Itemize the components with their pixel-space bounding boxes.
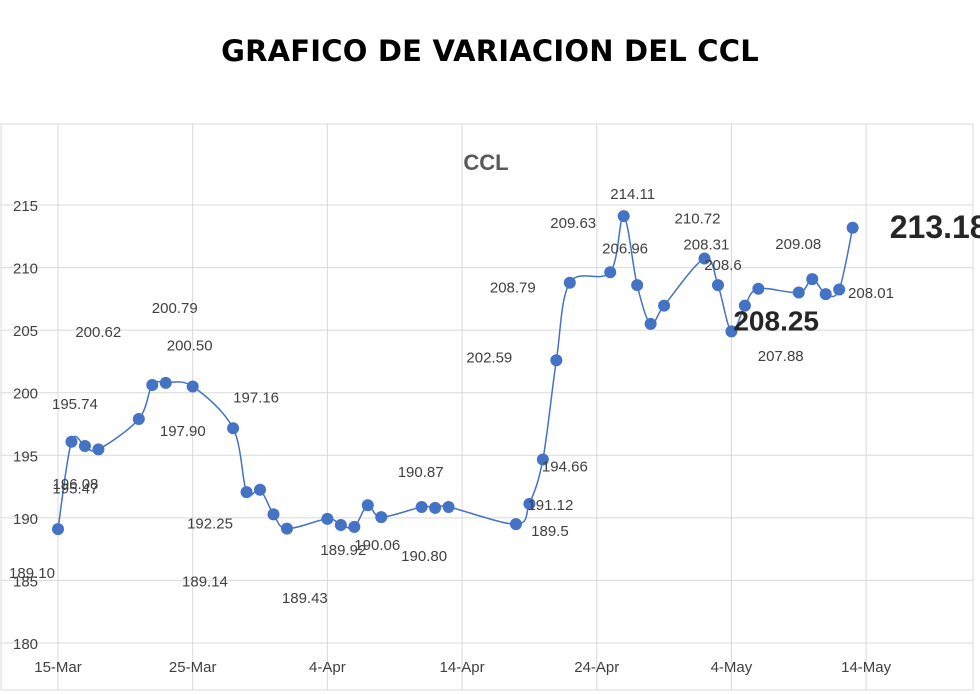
data-point-2021-03-18 [92, 443, 105, 456]
y-tick-label: 205 [13, 323, 38, 340]
data-point-2021-04-22 [563, 276, 576, 289]
data-point-2021-05-09 [792, 286, 805, 299]
chart-area [0, 123, 974, 691]
data-point-2021-03-15 [52, 523, 64, 536]
data-label: 208.6 [704, 257, 742, 274]
data-point-2021-04-12 [429, 501, 442, 514]
data-point-2021-05-13 [846, 221, 859, 234]
chart-title: CCL [463, 150, 508, 175]
data-label: 189.14 [182, 574, 228, 591]
data-label: 214.11 [610, 186, 655, 203]
data-point-2021-04-01 [280, 522, 293, 535]
data-label: 209.08 [775, 236, 821, 253]
y-tick-label: 210 [13, 261, 38, 278]
data-point-2021-05-02 [698, 252, 711, 265]
data-point-2021-03-21 [132, 412, 145, 425]
data-point-2021-03-23 [159, 376, 172, 389]
data-point-2021-04-19 [523, 497, 536, 510]
x-axis-tick-labels: 15-Mar 25-Mar 4-Apr 14-Apr 24-Apr 4-May 14-May [34, 659, 891, 676]
data-label: 200.50 [167, 337, 213, 354]
data-point-2021-05-10 [806, 273, 819, 286]
data-point-2021-05-03 [711, 279, 724, 292]
x-tick-label: 14-May [841, 659, 892, 676]
data-point-2021-03-25 [186, 380, 199, 393]
data-point-2021-05-04 [725, 325, 738, 338]
x-tick-label: 15-Mar [34, 659, 82, 676]
data-label: 195.47 [52, 480, 98, 497]
data-point-2021-03-29 [240, 486, 253, 499]
data-point-2021-03-31 [267, 508, 280, 521]
data-label: 190.87 [398, 464, 444, 481]
data-point-2021-04-26 [617, 210, 630, 223]
data-point-2021-03-22 [146, 378, 159, 391]
data-point-2021-04-25 [604, 266, 617, 279]
data-label: 196.08 [53, 476, 99, 493]
data-point-2021-04-13 [442, 500, 455, 513]
data-point-2021-04-04 [321, 512, 334, 525]
data-point-2021-04-18 [509, 518, 522, 531]
x-tick-label: 4-Apr [309, 659, 346, 676]
x-tick-label: 24-Apr [574, 659, 619, 676]
y-tick-label: 195 [13, 448, 38, 465]
data-point-2021-03-28 [227, 422, 240, 435]
data-point-2021-04-21 [550, 354, 563, 367]
data-point-2021-05-05 [738, 299, 751, 312]
page-title: GRAFICO DE VARIACION DEL CCL [221, 34, 759, 68]
data-point-2021-05-06 [752, 282, 765, 295]
series-points [52, 210, 859, 536]
data-label: 194.66 [542, 459, 588, 476]
data-label: 213.18 [890, 209, 980, 245]
data-label: 200.62 [75, 324, 121, 341]
y-tick-label: 185 [13, 573, 38, 590]
data-label: 208.25 [733, 305, 819, 336]
x-tick-label: 25-Mar [169, 659, 217, 676]
x-tick-label: 4-May [711, 659, 753, 676]
data-label: 202.59 [466, 349, 512, 366]
data-label: 191.12 [527, 497, 573, 514]
data-label: 206.96 [602, 241, 648, 258]
data-label: 195.74 [52, 396, 98, 413]
data-label: 209.63 [550, 215, 596, 232]
x-tick-label: 14-Apr [440, 659, 485, 676]
data-point-2021-03-30 [254, 483, 267, 496]
y-tick-label: 180 [13, 636, 38, 653]
data-point-2021-04-29 [658, 299, 671, 312]
data-label: 189.5 [531, 523, 569, 540]
data-point-2021-04-28 [644, 317, 657, 330]
data-label: 208.31 [683, 237, 729, 254]
y-axis-tick-labels: 180 185 190 195 200 205 210 215 [13, 198, 38, 653]
data-label: 189.10 [9, 565, 55, 582]
vertical-gridlines [57, 124, 867, 690]
annotation-label: 208.01 [848, 285, 894, 302]
data-point-2021-04-05 [334, 518, 347, 531]
data-point-2021-04-27 [631, 279, 644, 292]
data-point-2021-04-20 [536, 453, 549, 466]
data-label: 197.90 [160, 423, 206, 440]
y-tick-label: 215 [13, 198, 38, 215]
data-point-2021-03-16 [65, 435, 78, 448]
data-label: 192.25 [187, 516, 233, 533]
data-point-2021-05-11 [819, 288, 832, 301]
data-labels: 189.10 196.08 195.74 195.47 197.90 200.62 200.… [9, 186, 980, 607]
data-label: 208.79 [490, 280, 536, 297]
data-point-2021-04-06 [348, 520, 361, 533]
data-label: 197.16 [233, 389, 279, 406]
data-point-2021-04-08 [375, 511, 388, 524]
data-label: 210.72 [675, 211, 721, 228]
data-label: 189.43 [282, 590, 328, 607]
data-label: 207.88 [758, 348, 804, 365]
data-point-2021-04-11 [415, 500, 428, 513]
data-point-2021-04-07 [361, 499, 374, 512]
data-label: 200.79 [152, 300, 198, 317]
data-label: 189.92 [320, 542, 366, 559]
data-point-2021-05-12 [833, 283, 846, 296]
y-tick-label: 190 [13, 511, 38, 528]
data-label: 190.06 [354, 537, 400, 554]
data-point-2021-03-17 [78, 440, 91, 453]
data-label: 190.80 [401, 548, 447, 565]
y-tick-label: 200 [13, 386, 38, 403]
annotations: 208.01 [848, 285, 894, 302]
